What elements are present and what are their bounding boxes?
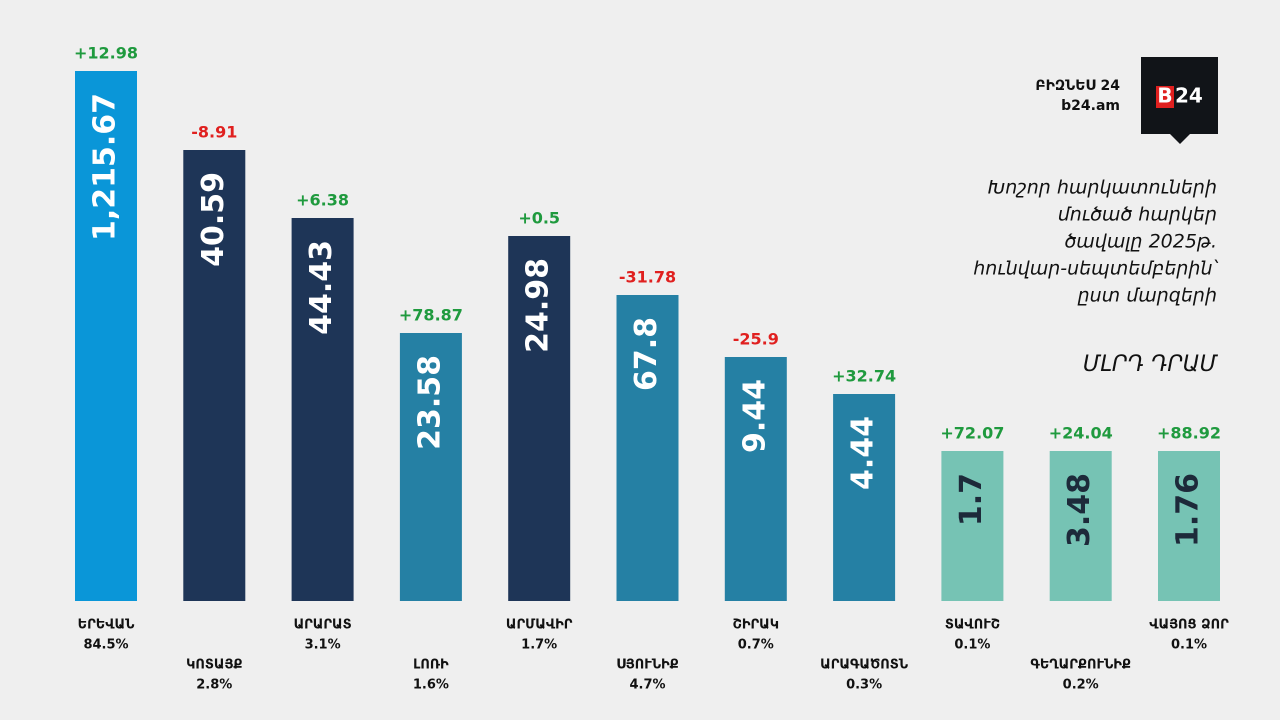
- bar: [75, 71, 137, 601]
- bar: [941, 451, 1004, 601]
- value-label: 44.43: [304, 240, 339, 335]
- bar: [833, 394, 896, 601]
- bar: [1049, 451, 1112, 601]
- category-label: ԱՐԱՐԱՏ: [294, 618, 352, 633]
- category-label: ՇԻՐԱԿ: [733, 618, 779, 633]
- share-label: 1.7%: [521, 638, 557, 653]
- logo-mark: [1156, 86, 1174, 108]
- logo-b: B: [1157, 84, 1172, 108]
- chart-title: հունվար-սեպտեմբերին՝: [973, 258, 1218, 280]
- chart-title: ըստ մարզերի: [1077, 285, 1217, 307]
- change-label: +12.98: [74, 44, 138, 63]
- logo-24: 24: [1175, 84, 1203, 108]
- share-label: 3.1%: [305, 638, 341, 653]
- bar: [291, 218, 354, 601]
- chart-title: մուծած հարկեր: [1058, 204, 1217, 226]
- bar: [616, 295, 679, 601]
- change-label: -25.9: [733, 330, 779, 349]
- change-label: +78.87: [399, 306, 463, 325]
- value-label: 4.44: [846, 416, 881, 490]
- bar: [1158, 451, 1220, 601]
- share-label: 0.2%: [1063, 678, 1099, 693]
- change-label: -31.78: [619, 268, 676, 287]
- category-label: ՎԱՅՈՑ ՁՈՐ: [1149, 618, 1229, 633]
- bar: [399, 333, 462, 601]
- change-label: +88.92: [1157, 424, 1221, 443]
- chart-title: ծավալը 2025թ.: [1064, 231, 1217, 253]
- value-label: 40.59: [196, 172, 231, 267]
- category-label: ԱՐՄԱՎԻՐ: [506, 618, 573, 633]
- value-label: 1.7: [954, 473, 989, 526]
- category-label: ԱՐԱԳԱԾՈՏՆ: [820, 658, 909, 673]
- share-label: 4.7%: [629, 678, 665, 693]
- value-label: 24.98: [521, 258, 556, 353]
- share-label: 0.1%: [954, 638, 990, 653]
- share-label: 0.1%: [1171, 638, 1207, 653]
- unit-label: ՄԼՐԴ ԴՐԱՄ: [1083, 352, 1219, 377]
- value-label: 23.58: [412, 355, 447, 450]
- bar: [508, 236, 571, 601]
- category-label: ՏԱՎՈՒՇ: [945, 618, 1000, 633]
- change-label: +72.07: [940, 424, 1004, 443]
- change-label: +6.38: [296, 191, 349, 210]
- change-label: +32.74: [832, 367, 896, 386]
- category-label: ԳԵՂԱՐՔՈՒՆԻՔ: [1030, 658, 1131, 673]
- change-label: -8.91: [191, 123, 237, 142]
- value-label: 67.8: [629, 317, 664, 391]
- value-label: 9.44: [737, 379, 772, 453]
- share-label: 2.8%: [196, 678, 232, 693]
- bar: [183, 150, 246, 601]
- value-label: 3.48: [1062, 473, 1097, 547]
- site: b24.am: [1061, 98, 1120, 114]
- share-label: 0.7%: [738, 638, 774, 653]
- value-label: 1.76: [1171, 473, 1206, 547]
- category-label: ԼՈՌԻ: [413, 658, 449, 673]
- chart-title: Խոշոր հարկատուների: [988, 177, 1217, 199]
- category-label: ԿՈՏԱՅՔ: [186, 658, 242, 673]
- change-label: +24.04: [1049, 424, 1113, 443]
- logo-tail: [1170, 134, 1190, 144]
- share-label: 1.6%: [413, 678, 449, 693]
- brand: ԲԻԶՆԵՍ 24: [1035, 78, 1120, 94]
- category-label: ՍՅՈՒՆԻՔ: [616, 658, 678, 673]
- bar: [724, 357, 787, 601]
- change-label: +0.5: [518, 209, 560, 228]
- logo-box: [1141, 57, 1218, 134]
- value-label: 1,215.67: [88, 93, 123, 241]
- share-label: 84.5%: [83, 638, 128, 653]
- share-label: 0.3%: [846, 678, 882, 693]
- category-label: ԵՐԵՎԱՆ: [78, 618, 135, 633]
